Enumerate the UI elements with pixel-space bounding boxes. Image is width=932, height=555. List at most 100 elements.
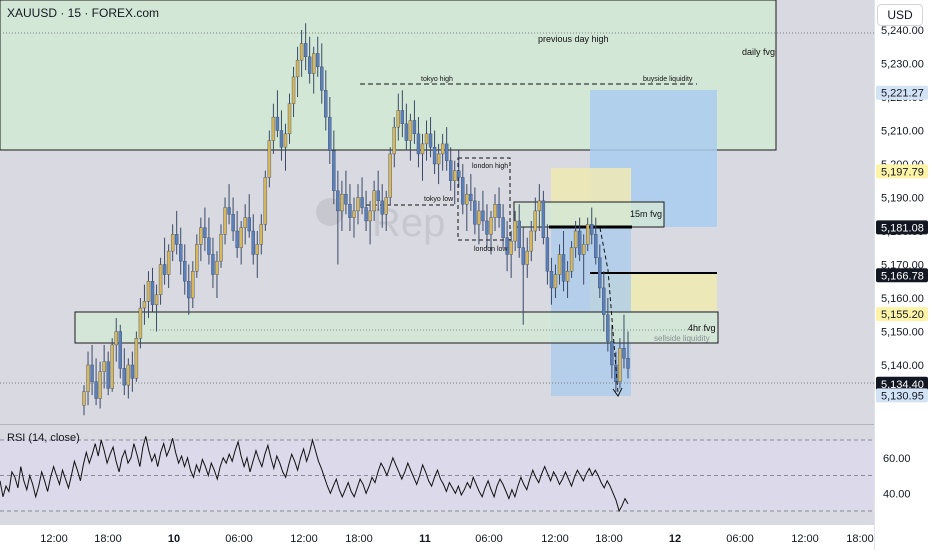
rsi-label[interactable]: RSI (14, close) xyxy=(7,432,80,444)
candle-body xyxy=(606,314,610,342)
time-tick-label: 18:00 xyxy=(846,533,874,545)
candle-body xyxy=(94,381,98,399)
price-tag-label: 5,155.20 xyxy=(881,309,924,321)
candle-body xyxy=(271,116,276,141)
candle-body xyxy=(594,234,598,259)
price-tag xyxy=(876,268,928,283)
candle-body xyxy=(122,368,126,386)
london-high-label: london high xyxy=(472,163,508,170)
candle-body xyxy=(211,254,215,275)
price-tick-label: 5,140.00 xyxy=(881,360,924,372)
candle-body xyxy=(400,110,405,125)
candle-body xyxy=(227,207,231,215)
candle-body xyxy=(203,227,207,238)
fvg-4hr-label: 4hr fvg xyxy=(688,323,716,333)
candle-body xyxy=(102,361,106,372)
time-tick-label: 12:00 xyxy=(40,533,68,545)
time-tick-label: 18:00 xyxy=(345,533,373,545)
candle-body xyxy=(521,247,525,265)
candle-body xyxy=(586,224,590,245)
candle-body xyxy=(384,197,388,215)
candle-body xyxy=(166,250,171,275)
price-tag xyxy=(876,220,928,235)
candle-body xyxy=(336,190,340,212)
candle-body xyxy=(279,130,284,148)
candle-body xyxy=(537,200,542,212)
candle-body xyxy=(207,237,211,255)
candle-body xyxy=(368,210,372,222)
candle-body xyxy=(569,247,574,272)
candle-body xyxy=(545,237,550,272)
fvg-15m-label: 15m fvg xyxy=(630,209,662,219)
price-tick-label: 5,160.00 xyxy=(881,293,924,305)
price-tick-label: 5,230.00 xyxy=(881,59,924,71)
time-tick-label: 06:00 xyxy=(475,533,503,545)
candle-body xyxy=(251,230,255,255)
rsi-axis: 60.00 40.00 xyxy=(883,453,911,501)
candle-body xyxy=(453,170,457,181)
candle-body xyxy=(465,193,469,205)
candle-body xyxy=(493,203,497,218)
price-tick-label: 5,190.00 xyxy=(881,193,924,205)
candle-body xyxy=(126,364,131,386)
candle-body xyxy=(195,244,199,272)
candle-body xyxy=(610,341,614,366)
candle-body xyxy=(501,217,505,238)
candle-body xyxy=(303,43,308,58)
currency-button[interactable]: USD xyxy=(877,4,923,26)
candle-body xyxy=(231,214,235,232)
candle-body xyxy=(590,224,594,235)
price-tag xyxy=(876,164,928,179)
candle-body xyxy=(404,123,409,141)
candle-body xyxy=(432,147,437,165)
candle-body xyxy=(420,143,425,155)
buyside-liquidity-label: buyside liquidity xyxy=(643,76,693,83)
time-tick-label: 12 xyxy=(669,533,681,545)
candle-body xyxy=(360,197,364,208)
candle-body xyxy=(436,153,441,165)
candle-body xyxy=(424,133,429,145)
time-tick-label: 12:00 xyxy=(290,533,318,545)
time-axis[interactable]: 12:00 18:00 10 06:00 12:00 18:00 11 06:00 12:00 1… xyxy=(40,533,874,545)
candle-body xyxy=(549,271,554,289)
price-tag-label: 5,166.78 xyxy=(881,270,924,282)
candle-body xyxy=(162,264,167,275)
candle-body xyxy=(348,203,352,218)
candle-body xyxy=(98,371,102,399)
candle-body xyxy=(332,150,336,192)
price-tag xyxy=(876,376,928,391)
candle-body xyxy=(267,140,272,178)
candle-body xyxy=(444,143,449,161)
candle-body xyxy=(295,59,300,78)
candles-group xyxy=(82,23,630,416)
price-tag-label: 5,221.27 xyxy=(881,88,924,100)
watermark-logo-icon xyxy=(316,198,344,226)
time-tick-label: 18:00 xyxy=(94,533,122,545)
candle-body xyxy=(191,271,195,299)
candle-body xyxy=(416,133,421,155)
time-tick-label: 12:00 xyxy=(791,533,819,545)
candle-body xyxy=(130,364,135,379)
price-tick-label: 5,210.00 xyxy=(881,126,924,138)
rsi-tick-label: 40.00 xyxy=(883,488,911,500)
projection-arrow xyxy=(599,227,619,394)
candle-body xyxy=(380,200,384,215)
candle-body xyxy=(243,217,247,228)
candle-body xyxy=(356,197,360,212)
time-tick-label: 18:00 xyxy=(595,533,623,545)
candle-body xyxy=(106,361,110,389)
candle-body xyxy=(517,220,521,248)
symbol-title[interactable]: XAUUSD · 15 · FOREX.com xyxy=(7,6,160,20)
candle-body xyxy=(622,348,626,359)
candle-body xyxy=(561,254,566,282)
price-tag-label: 5,130.95 xyxy=(881,390,924,402)
candle-body xyxy=(287,103,292,135)
candle-body xyxy=(90,364,94,382)
candle-body xyxy=(291,76,296,104)
candle-body xyxy=(392,126,396,155)
candle-body xyxy=(320,66,324,91)
candle-body xyxy=(461,177,465,205)
candle-body xyxy=(86,364,90,392)
price-tag xyxy=(876,307,928,322)
